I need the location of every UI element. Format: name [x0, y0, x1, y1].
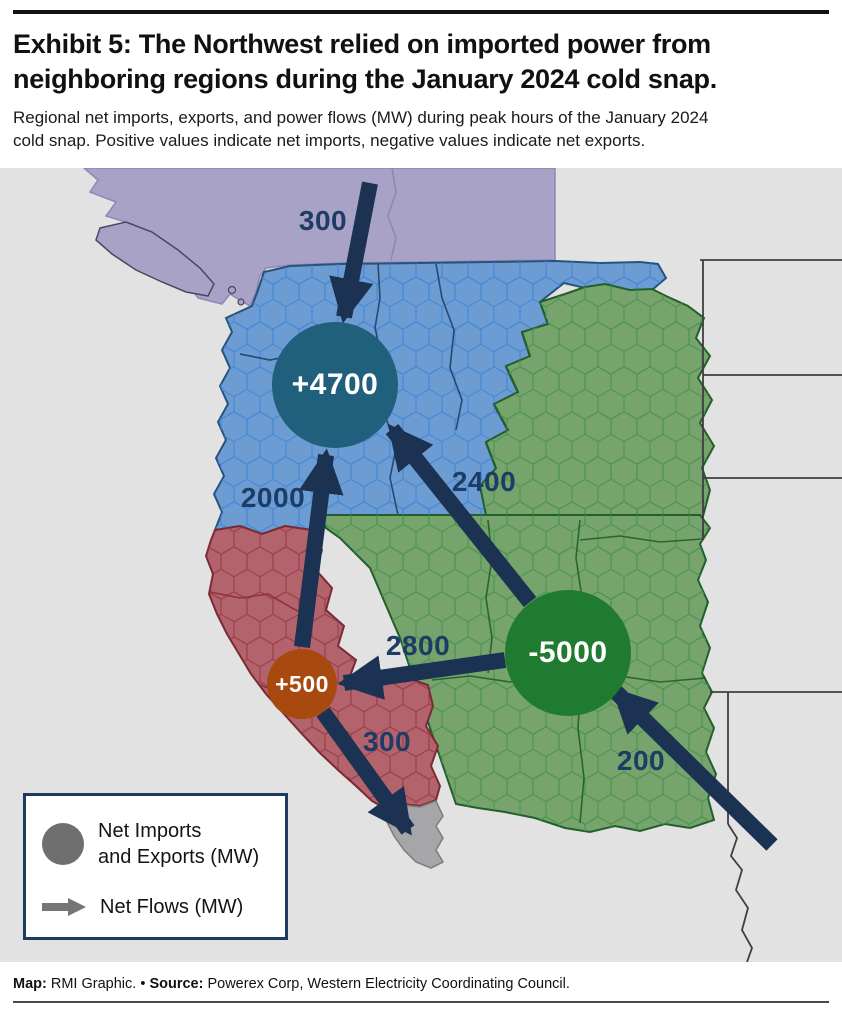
- footer-separator: •: [140, 976, 146, 992]
- top-rule: [13, 10, 829, 14]
- legend-imports-row: Net Imports and Exports (MW): [42, 818, 259, 870]
- flow-label-canada-to-northwest: 300: [298, 205, 348, 236]
- flow-label-california-to-mexico: 300: [362, 726, 412, 757]
- footer-source-label: Source:: [149, 976, 204, 992]
- flow-label-southwest-to-california: 2800: [385, 630, 451, 661]
- net-flows-icon: [42, 897, 86, 917]
- legend-imports-line2: and Exports (MW): [98, 846, 260, 868]
- flow-arrow-canada-to-northwest: [329, 181, 378, 324]
- bottom-rule: [13, 1001, 829, 1003]
- flow-label-california-to-northwest: 2000: [240, 482, 306, 513]
- footer: Map: RMI Graphic. • Source: Powerex Corp…: [0, 962, 842, 1024]
- exhibit-subtitle-line2: cold snap. Positive values indicate net …: [13, 131, 646, 150]
- exhibit-title-line2: neighboring regions during the January 2…: [13, 64, 717, 94]
- flow-arrow-southeast-to-southwest: [610, 686, 778, 851]
- flow-arrow-southwest-to-california: [337, 652, 507, 700]
- exhibit-title-line1: Exhibit 5: The Northwest relied on impor…: [13, 29, 711, 59]
- node-desert-southwest: -5000: [505, 590, 631, 716]
- footer-map-label: Map:: [13, 976, 47, 992]
- flow-arrow-california-to-mexico: [316, 707, 415, 836]
- legend-flows-label: Net Flows (MW): [100, 896, 244, 918]
- legend-flows-row: Net Flows (MW): [42, 894, 243, 920]
- exhibit-subtitle: Regional net imports, exports, and power…: [13, 106, 829, 152]
- legend-imports-line1: Net Imports: [98, 820, 202, 842]
- node-california: +500: [267, 649, 337, 719]
- flow-arrow-california-to-northwest: [294, 448, 344, 648]
- flow-arrow-southwest-to-northwest: [385, 423, 537, 607]
- header: Exhibit 5: The Northwest relied on impor…: [0, 0, 842, 168]
- footer-map-value: RMI Graphic.: [50, 976, 137, 992]
- map-area: +4700 +500 -5000 300 2000 2400 2800 300 …: [0, 168, 842, 962]
- legend: Net Imports and Exports (MW) Net Flows (…: [23, 793, 288, 940]
- flow-label-southeast-to-southwest: 200: [616, 745, 666, 776]
- legend-imports-label: Net Imports and Exports (MW): [98, 818, 259, 870]
- footer-source-value: Powerex Corp, Western Electricity Coordi…: [207, 976, 570, 992]
- flow-label-southwest-to-northwest: 2400: [451, 466, 517, 497]
- net-imports-exports-icon: [42, 823, 84, 865]
- footer-credit: Map: RMI Graphic. • Source: Powerex Corp…: [13, 976, 829, 992]
- node-northwest: +4700: [272, 322, 398, 448]
- vancouver-island: [95, 221, 215, 297]
- exhibit-title: Exhibit 5: The Northwest relied on impor…: [13, 27, 829, 97]
- canada-province-border: [387, 168, 397, 261]
- small-island: [237, 298, 245, 306]
- small-island: [227, 285, 237, 295]
- non-wecc-state-borders: [700, 259, 842, 962]
- exhibit-subtitle-line1: Regional net imports, exports, and power…: [13, 108, 709, 127]
